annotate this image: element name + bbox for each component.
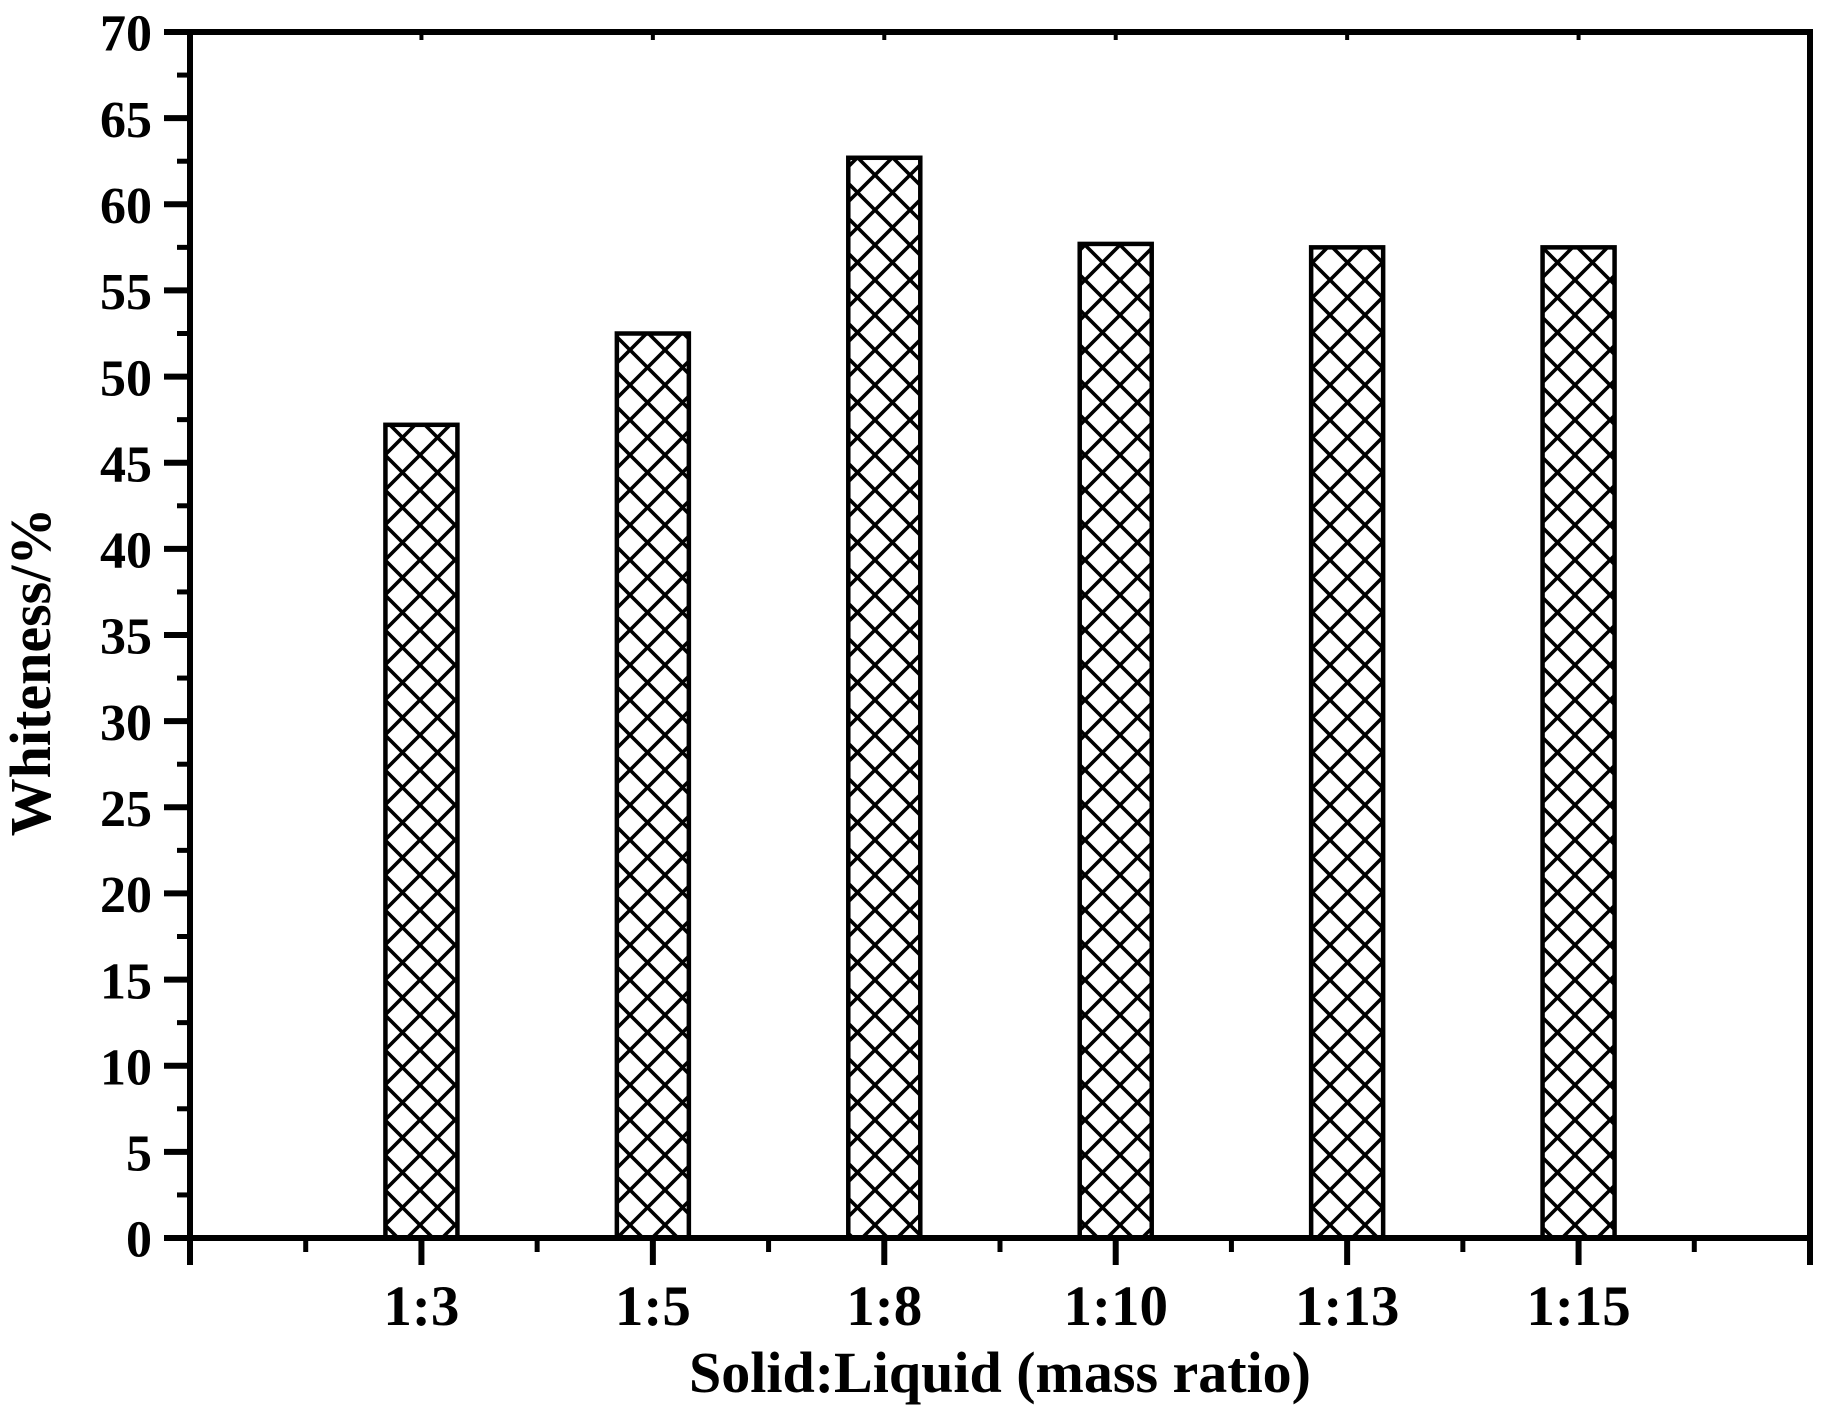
x-tick-label: 1:5: [615, 1275, 691, 1338]
axes-layer: [164, 29, 1813, 1265]
y-tick-label: 25: [100, 781, 152, 838]
y-tick-label: 55: [100, 264, 152, 321]
x-tick-label: 1:13: [1295, 1275, 1399, 1338]
bar-1:3: [383, 422, 460, 1241]
x-tick-label: 1:10: [1063, 1275, 1167, 1338]
bar-1:13: [1308, 245, 1386, 1241]
y-tick-label: 30: [100, 695, 152, 752]
y-tick-label: 15: [100, 953, 152, 1010]
y-tick-label: 50: [100, 350, 152, 407]
bars-layer: [383, 155, 1617, 1241]
x-tick-label: 1:3: [383, 1275, 459, 1338]
y-tick-label: 70: [100, 6, 152, 63]
bar-1:5: [614, 331, 692, 1241]
y-tick-label: 65: [100, 92, 152, 149]
y-tick-label: 20: [100, 867, 152, 924]
y-tick-label: 40: [100, 523, 152, 580]
y-tick-label: 35: [100, 609, 152, 666]
bar-1:8: [846, 155, 923, 1241]
bar-1:15: [1540, 245, 1617, 1241]
x-axis-title: Solid:Liquid (mass ratio): [689, 1340, 1311, 1405]
y-tick-label: 45: [100, 436, 152, 493]
y-tick-label: 5: [126, 1126, 152, 1183]
x-tick-label: 1:8: [846, 1275, 922, 1338]
x-tick-label: 1:15: [1526, 1275, 1630, 1338]
y-tick-label: 60: [100, 178, 152, 235]
y-tick-label: 10: [100, 1039, 152, 1096]
tick-labels-layer: 0 5 10 15 20 25 30 35 40 45 50 55 60 65 70 1:3 1:5 1:8 1:1…: [100, 6, 1631, 1338]
y-axis-title: Whiteness/%: [0, 508, 63, 837]
y-tick-label: 0: [126, 1212, 152, 1269]
bar-1:10: [1077, 241, 1154, 1241]
